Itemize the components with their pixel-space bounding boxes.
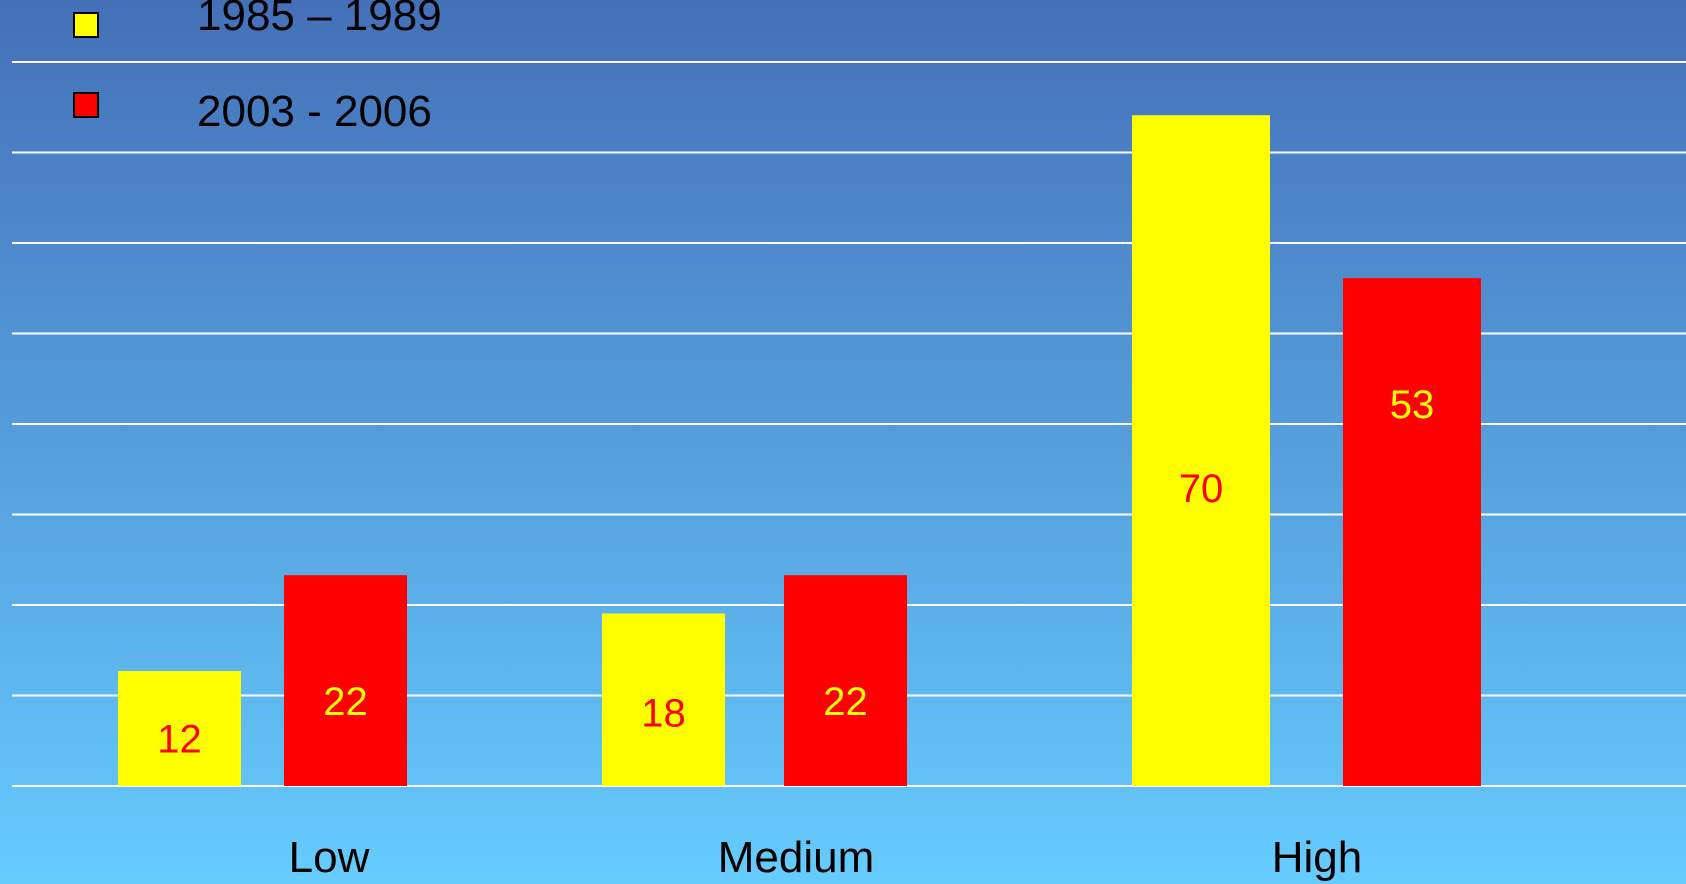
bar-medium-series-1	[602, 613, 725, 786]
bar-low-series-1	[118, 671, 241, 786]
data-label: 53	[1390, 383, 1435, 427]
category-label: Medium	[718, 833, 875, 882]
data-label: 70	[1179, 467, 1224, 511]
category-label: Low	[289, 833, 370, 882]
category-label: High	[1272, 833, 1363, 882]
legend-swatch	[73, 12, 99, 38]
bar-medium-series-2	[784, 575, 907, 786]
bar-low-series-2	[284, 575, 407, 786]
data-label: 12	[157, 717, 202, 761]
bar-high-series-1	[1132, 115, 1270, 786]
legend-label: 1985 – 1989	[197, 0, 442, 40]
legend-label: 2003 - 2006	[197, 87, 432, 136]
data-label: 18	[641, 691, 686, 735]
data-label: 22	[823, 680, 868, 724]
bar-high-series-2	[1343, 278, 1481, 786]
legend: 1985 – 1989 2003 - 2006	[73, 0, 442, 136]
data-label: 22	[323, 680, 368, 724]
legend-swatch	[73, 92, 99, 118]
